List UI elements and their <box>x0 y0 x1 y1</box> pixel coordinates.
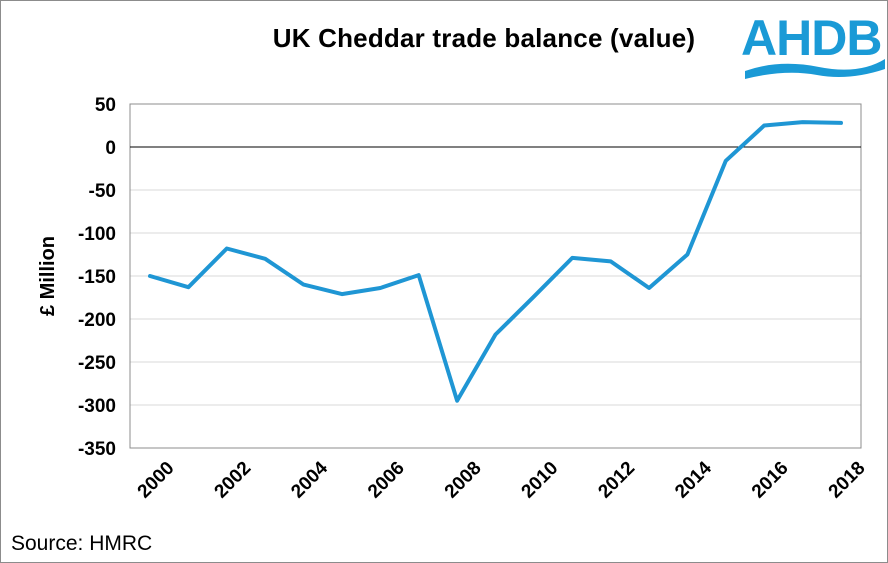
x-tick-label: 2010 <box>518 458 563 503</box>
y-axis-title: £ Million <box>37 236 59 316</box>
chart-title: UK Cheddar trade balance (value) <box>272 23 696 53</box>
logo-wordmark: AHDB <box>741 10 882 66</box>
y-tick-label: -100 <box>78 224 116 245</box>
y-tick-label: -150 <box>78 267 116 288</box>
x-tick-label: 2014 <box>671 457 716 502</box>
y-tick-label: -200 <box>78 310 116 331</box>
x-tick-label: 2006 <box>364 458 409 503</box>
plot-area-border <box>129 103 862 449</box>
y-tick-label: 50 <box>95 95 116 116</box>
x-tick-label: 2008 <box>441 458 486 503</box>
y-tick-label: 0 <box>105 138 116 159</box>
x-tick-label: 2018 <box>825 458 870 503</box>
y-tick-label: -300 <box>78 396 116 417</box>
x-tick-label: 2002 <box>211 458 256 503</box>
series-line <box>148 120 843 403</box>
x-tick-label: 2004 <box>287 457 332 502</box>
x-tick-label: 2012 <box>594 458 639 503</box>
y-tick-label: -50 <box>89 181 116 202</box>
y-tick-label: -350 <box>78 439 116 460</box>
y-tick-label: -250 <box>78 353 116 374</box>
logo-wave-icon <box>745 59 885 79</box>
x-tick-label: 2016 <box>748 458 793 503</box>
x-tick-label: 2000 <box>134 458 179 503</box>
ahdb-logo: AHDB <box>739 9 887 89</box>
source-note: Source: HMRC <box>11 532 153 555</box>
